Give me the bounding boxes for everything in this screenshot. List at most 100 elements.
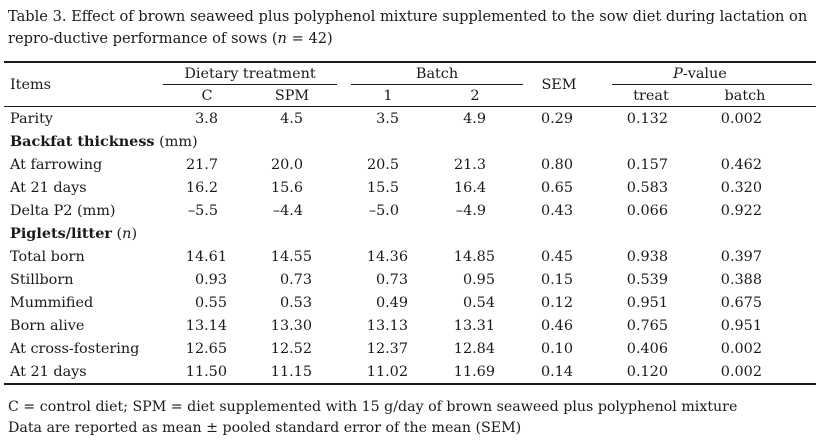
header-p-value: P-value bbox=[673, 65, 727, 83]
cell-c: 12.65 bbox=[185, 341, 227, 357]
cell-sem: 0.65 bbox=[540, 180, 573, 196]
header-sub-batch: batch bbox=[724, 88, 766, 104]
table-bottom-rule bbox=[4, 383, 816, 385]
caption-n-symbol: n bbox=[277, 30, 287, 47]
section-backfat-unit: (mm) bbox=[154, 134, 198, 150]
cell-sem: 0.14 bbox=[540, 364, 573, 380]
row-label: At 21 days bbox=[10, 364, 87, 380]
cell-batch-1: 3.5 bbox=[376, 111, 399, 127]
cell-p-batch: 0.002 bbox=[720, 341, 762, 357]
cell-p-batch: 0.002 bbox=[720, 111, 762, 127]
cell-batch-1: 14.36 bbox=[366, 249, 408, 265]
cell-c: 11.50 bbox=[185, 364, 227, 380]
cell-spm: 0.53 bbox=[279, 295, 312, 311]
cell-spm: 12.52 bbox=[270, 341, 312, 357]
header-sub-spm: SPM bbox=[274, 88, 310, 104]
caption-suffix: = 42) bbox=[286, 30, 333, 47]
cell-p-batch: 0.388 bbox=[720, 272, 762, 288]
cell-c: –5.5 bbox=[187, 203, 218, 219]
header-sub-treat: treat bbox=[633, 88, 669, 104]
row-label: Born alive bbox=[10, 318, 85, 334]
cell-p-treat: 0.583 bbox=[626, 180, 668, 196]
row-label: Stillborn bbox=[10, 272, 74, 288]
cell-c: 3.8 bbox=[195, 111, 218, 127]
cell-batch-2: 0.54 bbox=[462, 295, 495, 311]
cell-batch-2: 11.69 bbox=[453, 364, 495, 380]
section-piglets-n: n bbox=[122, 226, 132, 242]
header-p-letter: P bbox=[673, 66, 683, 82]
cell-sem: 0.80 bbox=[540, 157, 573, 173]
cell-batch-2: 0.95 bbox=[462, 272, 495, 288]
row-label: At 21 days bbox=[10, 180, 87, 196]
cell-p-batch: 0.462 bbox=[720, 157, 762, 173]
cell-p-batch: 0.320 bbox=[720, 180, 762, 196]
header-batch: Batch bbox=[415, 66, 459, 82]
row-label: At farrowing bbox=[10, 157, 103, 173]
cell-sem: 0.12 bbox=[540, 295, 573, 311]
cell-batch-2: 13.31 bbox=[453, 318, 495, 334]
cell-spm: 20.0 bbox=[270, 157, 303, 173]
cell-p-treat: 0.539 bbox=[626, 272, 668, 288]
batch-underline bbox=[351, 84, 523, 85]
section-header-piglets: Piglets/litter (n) bbox=[10, 225, 137, 243]
caption-prefix: Table 3. Effect of brown seaweed plus po… bbox=[8, 8, 808, 47]
cell-p-treat: 0.157 bbox=[626, 157, 668, 173]
cell-batch-2: 14.85 bbox=[453, 249, 495, 265]
cell-sem: 0.43 bbox=[540, 203, 573, 219]
p-value-underline bbox=[612, 84, 812, 85]
cell-c: 21.7 bbox=[185, 157, 218, 173]
header-bottom-rule bbox=[4, 106, 816, 107]
dietary-treatment-underline bbox=[163, 84, 337, 85]
section-backfat-bold: Backfat thickness bbox=[10, 133, 155, 150]
cell-spm: 0.73 bbox=[279, 272, 312, 288]
row-label: Mummified bbox=[10, 295, 94, 311]
table-caption: Table 3. Effect of brown seaweed plus po… bbox=[8, 6, 812, 50]
header-sub-batch-1: 1 bbox=[383, 88, 393, 104]
cell-batch-2: 16.4 bbox=[453, 180, 486, 196]
cell-batch-1: 13.13 bbox=[366, 318, 408, 334]
cell-sem: 0.46 bbox=[540, 318, 573, 334]
cell-spm: –4.4 bbox=[272, 203, 303, 219]
header-items: Items bbox=[10, 77, 52, 93]
row-label: Parity bbox=[10, 111, 54, 127]
header-sub-c: C bbox=[201, 88, 213, 104]
cell-spm: 13.30 bbox=[270, 318, 312, 334]
cell-p-batch: 0.397 bbox=[720, 249, 762, 265]
cell-c: 13.14 bbox=[185, 318, 227, 334]
cell-batch-2: –4.9 bbox=[455, 203, 486, 219]
cell-sem: 0.15 bbox=[540, 272, 573, 288]
cell-batch-1: 15.5 bbox=[366, 180, 399, 196]
header-p-rest: -value bbox=[682, 66, 727, 82]
table-top-rule bbox=[4, 61, 816, 63]
header-sem: SEM bbox=[541, 77, 577, 93]
cell-batch-2: 12.84 bbox=[453, 341, 495, 357]
row-label: At cross-fostering bbox=[10, 341, 140, 357]
cell-p-batch: 0.002 bbox=[720, 364, 762, 380]
footnote-abbreviations: C = control diet; SPM = diet supplemente… bbox=[8, 399, 738, 415]
cell-batch-1: 12.37 bbox=[366, 341, 408, 357]
cell-p-batch: 0.951 bbox=[720, 318, 762, 334]
cell-c: 14.61 bbox=[185, 249, 227, 265]
cell-batch-1: 20.5 bbox=[366, 157, 399, 173]
cell-sem: 0.29 bbox=[540, 111, 573, 127]
cell-p-treat: 0.120 bbox=[626, 364, 668, 380]
cell-batch-2: 4.9 bbox=[463, 111, 486, 127]
header-sub-batch-2: 2 bbox=[470, 88, 480, 104]
cell-batch-1: 0.73 bbox=[375, 272, 408, 288]
cell-sem: 0.45 bbox=[540, 249, 573, 265]
row-label: Total born bbox=[10, 249, 85, 265]
cell-p-batch: 0.675 bbox=[720, 295, 762, 311]
cell-spm: 11.15 bbox=[270, 364, 312, 380]
section-piglets-open: ( bbox=[111, 226, 123, 242]
cell-batch-2: 21.3 bbox=[453, 157, 486, 173]
section-header-backfat: Backfat thickness (mm) bbox=[10, 133, 198, 151]
cell-p-treat: 0.938 bbox=[626, 249, 668, 265]
cell-c: 16.2 bbox=[185, 180, 218, 196]
cell-sem: 0.10 bbox=[540, 341, 573, 357]
cell-batch-1: –5.0 bbox=[368, 203, 399, 219]
header-dietary-treatment: Dietary treatment bbox=[184, 66, 316, 82]
section-piglets-bold: Piglets/litter bbox=[10, 225, 112, 242]
cell-batch-1: 0.49 bbox=[375, 295, 408, 311]
cell-spm: 15.6 bbox=[270, 180, 303, 196]
row-label: Delta P2 (mm) bbox=[10, 203, 116, 219]
